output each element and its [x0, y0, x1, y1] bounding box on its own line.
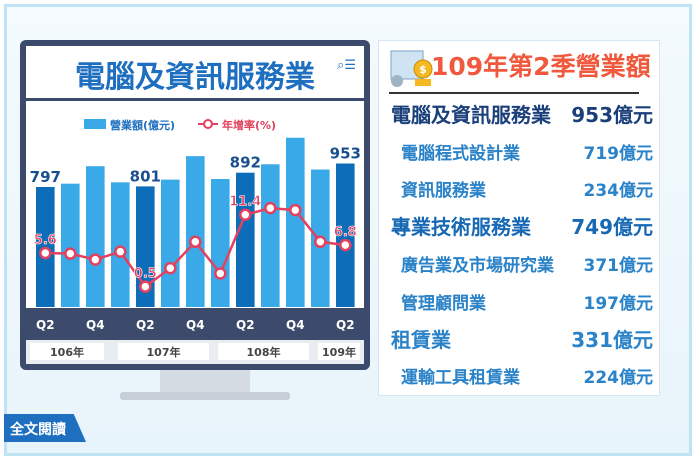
x-tick-label: Q2 — [36, 318, 55, 332]
title-divider — [26, 98, 364, 101]
legend-line-label: 年增率(%) — [222, 118, 276, 132]
legend-bar-label: 營業額(億元) — [110, 118, 175, 132]
legend-bar-swatch — [84, 119, 106, 129]
read-full-text-button[interactable]: 全文閱讀 — [4, 414, 86, 442]
bar-label: 953 — [330, 145, 361, 163]
growth-point — [164, 261, 177, 275]
growth-point — [189, 235, 202, 249]
panel-row: 管理顧問業 197億元 — [391, 289, 653, 314]
bar — [186, 156, 205, 307]
growth-point — [339, 238, 352, 252]
panel-row: 運輸工具租賃業 224億元 — [391, 363, 653, 388]
search-menu-icon: ⌕☰ — [337, 58, 356, 73]
growth-point — [139, 280, 152, 293]
growth-point — [214, 267, 227, 280]
row-label: 廣告業及市場研究業 — [401, 256, 554, 276]
chart: 營業額(億元) 年增率(%) 797 801 892 953 Q2 Q4 Q2 Q4 Q2 Q4 Q2 1… — [26, 118, 364, 364]
bar-label: 892 — [230, 154, 261, 172]
monitor: 電腦及資訊服務業 ⌕☰ 營業額(億元) 年增率(%) 797 801 892 953 Q2 Q… — [20, 40, 370, 370]
bar — [261, 164, 280, 307]
growth-point — [289, 203, 302, 217]
panel-divider — [389, 92, 639, 94]
x-axis-band — [26, 308, 364, 340]
x-tick-label: Q2 — [136, 318, 155, 332]
bar-label: 801 — [130, 167, 161, 185]
panel-row: 專業技術服務業 749億元 — [391, 211, 653, 240]
summary-panel: $ 109年第2季營業額 電腦及資訊服務業 953億元電腦程式設計業 719億元資訊… — [378, 40, 660, 396]
bar — [136, 186, 155, 307]
x-tick-label: Q2 — [236, 318, 255, 332]
panel-row: 電腦程式設計業 719億元 — [391, 139, 653, 164]
year-label: 107年 — [147, 345, 181, 359]
x-tick-label: Q2 — [336, 318, 355, 332]
year-cell — [218, 343, 309, 360]
growth-point — [39, 246, 52, 260]
year-cell — [118, 343, 209, 360]
monitor-base — [120, 392, 290, 400]
bar — [61, 183, 80, 307]
monitor-stand — [160, 370, 250, 392]
row-label: 專業技術服務業 — [391, 215, 531, 239]
x-tick-label: Q4 — [186, 318, 205, 332]
x-tick-label: Q4 — [86, 318, 105, 332]
growth-label: 0.5 — [134, 267, 157, 282]
coin-icon: $ — [390, 50, 433, 87]
bar — [86, 166, 105, 307]
year-label: 108年 — [247, 345, 281, 359]
growth-point — [89, 253, 102, 266]
row-label: 電腦程式設計業 — [401, 144, 520, 164]
row-label: 租賃業 — [391, 328, 451, 352]
row-value: 953億元 — [571, 103, 653, 127]
row-value: 234億元 — [583, 181, 654, 201]
bar — [236, 172, 255, 307]
year-label: 106年 — [50, 345, 84, 359]
chart-title: 電腦及資訊服務業 — [75, 60, 315, 95]
row-label: 電腦及資訊服務業 — [391, 103, 551, 127]
row-value: 371億元 — [583, 256, 654, 276]
growth-point — [264, 201, 277, 215]
panel-row: 廣告業及市場研究業 371億元 — [391, 251, 653, 276]
growth-label: 6.8 — [334, 225, 357, 240]
bar — [161, 179, 180, 307]
year-cell — [30, 343, 104, 360]
svg-text:$: $ — [419, 63, 427, 76]
monitor-screen: 電腦及資訊服務業 ⌕☰ 營業額(億元) 年增率(%) 797 801 892 953 Q2 Q… — [26, 46, 364, 364]
row-value: 719億元 — [583, 144, 654, 164]
growth-point — [64, 247, 77, 260]
growth-label: 5.6 — [34, 233, 57, 248]
panel-title: 109年第2季營業額 — [431, 52, 651, 81]
growth-point — [314, 235, 327, 249]
panel-row: 電腦及資訊服務業 953億元 — [391, 99, 653, 128]
panel-row: 資訊服務業 234億元 — [391, 176, 653, 201]
growth-point — [239, 208, 252, 221]
growth-point — [114, 245, 127, 258]
row-value: 331億元 — [571, 328, 653, 352]
bar — [286, 137, 305, 307]
row-value: 749億元 — [571, 215, 653, 239]
bar — [211, 179, 230, 307]
bar — [111, 182, 130, 307]
x-tick-label: Q4 — [286, 318, 305, 332]
row-label: 運輸工具租賃業 — [401, 368, 520, 388]
bar-label: 797 — [30, 168, 61, 186]
year-label: 109年 — [322, 345, 356, 359]
panel-row: 租賃業 331億元 — [391, 324, 653, 353]
row-value: 224億元 — [583, 368, 654, 388]
row-label: 資訊服務業 — [401, 181, 486, 201]
year-cell — [318, 343, 360, 360]
growth-label: 11.4 — [229, 195, 261, 210]
bar — [336, 163, 355, 307]
legend-line-marker — [203, 119, 213, 129]
row-label: 管理顧問業 — [401, 294, 486, 314]
row-value: 197億元 — [583, 294, 654, 314]
